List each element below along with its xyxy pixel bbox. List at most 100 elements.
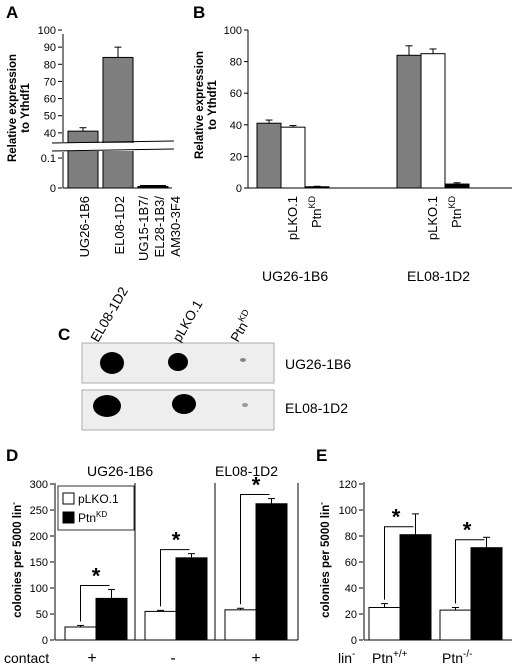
tick-label: 20 [230,151,242,163]
significance-star: * [92,564,101,589]
tick-label: 300 [30,479,48,491]
panel-c-letter: C [58,325,70,344]
tick-label: 60 [44,94,56,106]
tick-label: 200 [30,531,48,543]
panel-d-letter: D [6,446,18,465]
panel-b: B Relative expression to Ythdf1 100 80 60 4… [193,3,512,284]
panel-c-lane-el08: EL08-1D2 [88,284,131,344]
panel-a-xlabel: UG26-1B6 [77,196,92,257]
tick-label: 100 [30,583,48,595]
panel-d-legend: pLKO.1 PtnKD [57,485,135,531]
tick-label: 60 [230,88,242,100]
tick-label: 90 [44,42,56,54]
tick-label: 100 [339,505,357,517]
significance-bracket [160,549,190,607]
tick-label: 50 [44,111,56,123]
panel-e-geno-2: Ptn-/- [442,649,472,666]
tick-label: 60 [345,557,357,569]
panel-a: A Relative expression to Ythdf1 100 90 80 7… [6,3,183,261]
tick-label: 80 [230,57,242,69]
panel-e-lin-label: lin- [338,649,355,666]
blot-band [100,352,124,374]
bar [396,54,422,189]
bar [255,503,288,641]
blot-strip-1 [81,342,275,384]
panel-b-xlabel-ptnkd-1: PtnKD [307,196,324,229]
blot-strip-2 [81,389,275,431]
bar [140,185,166,188]
panel-c-lane-plko: pLKO.1 [170,297,206,344]
panel-b-group-ug26: UG26-1B6 [262,268,328,284]
bar [420,53,446,189]
blot-band [242,403,248,407]
panel-c-row-el08: EL08-1D2 [285,400,348,416]
bar [95,597,128,641]
legend-label-plko: pLKO.1 [78,492,119,506]
bar [102,56,134,189]
panel-a-letter: A [6,3,18,22]
panel-b-xlabel-ptnkd-2: PtnKD [447,196,464,229]
significance-star: * [392,505,401,530]
significance-star: * [463,518,472,543]
bar [399,534,432,641]
significance-bracket [80,585,110,622]
panel-d-contact-label: contact [4,650,49,666]
tick-label: 80 [44,59,56,71]
panel-a-xlabel: UG15-1B7/ [136,196,151,261]
panel-a-ylabel-line1: Relative expression [7,54,19,162]
panel-b-group-el08: EL08-1D2 [407,268,470,284]
tick-label: 100 [38,25,56,37]
tick-label: 80 [345,531,357,543]
panel-a-axis-break [50,140,175,152]
blot-band [93,395,121,417]
panel-c-row-ug26: UG26-1B6 [285,356,351,372]
bar [67,130,99,189]
panel-b-letter: B [193,3,205,22]
panel-b-xlabel-ptn-1: Ptn [309,209,324,229]
tick-label: 0.1 [41,153,56,165]
bar [470,547,503,641]
bar [439,609,472,641]
panel-b-ylabel-line1: Relative expression [194,51,206,159]
tick-label: 40 [230,120,242,132]
bar [64,626,97,641]
panel-b-xlabel-kd-1: KD [307,196,317,209]
tick-label: 150 [30,557,48,569]
tick-label: 100 [224,25,242,37]
tick-label: 0 [351,635,357,647]
bar [256,122,282,189]
tick-label: 20 [345,609,357,621]
panel-b-xlabel-plko-2: pLKO.1 [425,196,440,240]
tick-label: 250 [30,505,48,517]
tick-label: 0 [236,183,242,195]
panel-c-lane-ptnkd: PtnKD [226,307,257,344]
bar [280,126,306,189]
panel-e-letter: E [316,446,327,465]
bar [368,607,401,641]
panel-a-xlabel: AM30-3F4 [168,196,183,257]
panel-b-xlabel-kd-2: KD [447,196,457,209]
panel-e: E colonies per 5000 lin- 120 100 80 60 40 20 0… [316,446,512,666]
contact-value-2: - [170,650,175,666]
panel-a-ylabel-line2: to Ythdf1 [20,83,32,133]
panel-b-xlabel-plko-1: pLKO.1 [285,196,300,240]
blot-band [172,394,196,414]
panel-e-ylabel: colonies per 5000 lin- [317,502,332,618]
tick-label: 40 [44,128,56,140]
panel-b-ylabel-line2: to Ythdf1 [207,80,219,130]
significance-star: * [252,473,261,498]
tick-label: 40 [345,583,357,595]
panel-a-xlabel: EL28-1B3/ [152,196,167,258]
contact-value-3: + [251,650,260,666]
blot-band [168,353,188,371]
legend-label-ptnkd: PtnKD [78,510,107,525]
panel-d: D colonies per 5000 lin- UG26-1B6 EL08-1… [4,446,299,666]
tick-label: 120 [339,479,357,491]
bar [224,609,257,641]
tick-label: 50 [36,609,48,621]
bar [144,610,177,641]
significance-bracket [384,526,414,600]
significance-bracket [455,539,485,604]
panel-d-header-el08: EL08-1D2 [215,463,278,479]
